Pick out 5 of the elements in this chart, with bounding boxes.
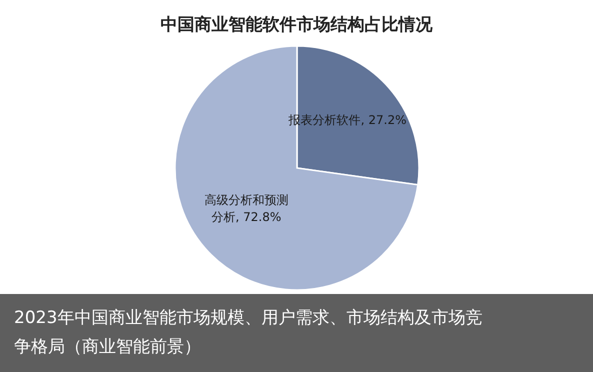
pie-slice: [174, 45, 419, 291]
slice-label: 报表分析软件, 27.2%: [288, 112, 406, 127]
chart-title: 中国商业智能软件市场结构占比情况: [160, 15, 434, 35]
text: 2023年中国商业智能市场规模、用户需求、市场结构及市场竞争格局（商业智能前景）: [14, 308, 482, 357]
slice-label: 高级分析和预测分析, 72.8%: [204, 193, 288, 224]
